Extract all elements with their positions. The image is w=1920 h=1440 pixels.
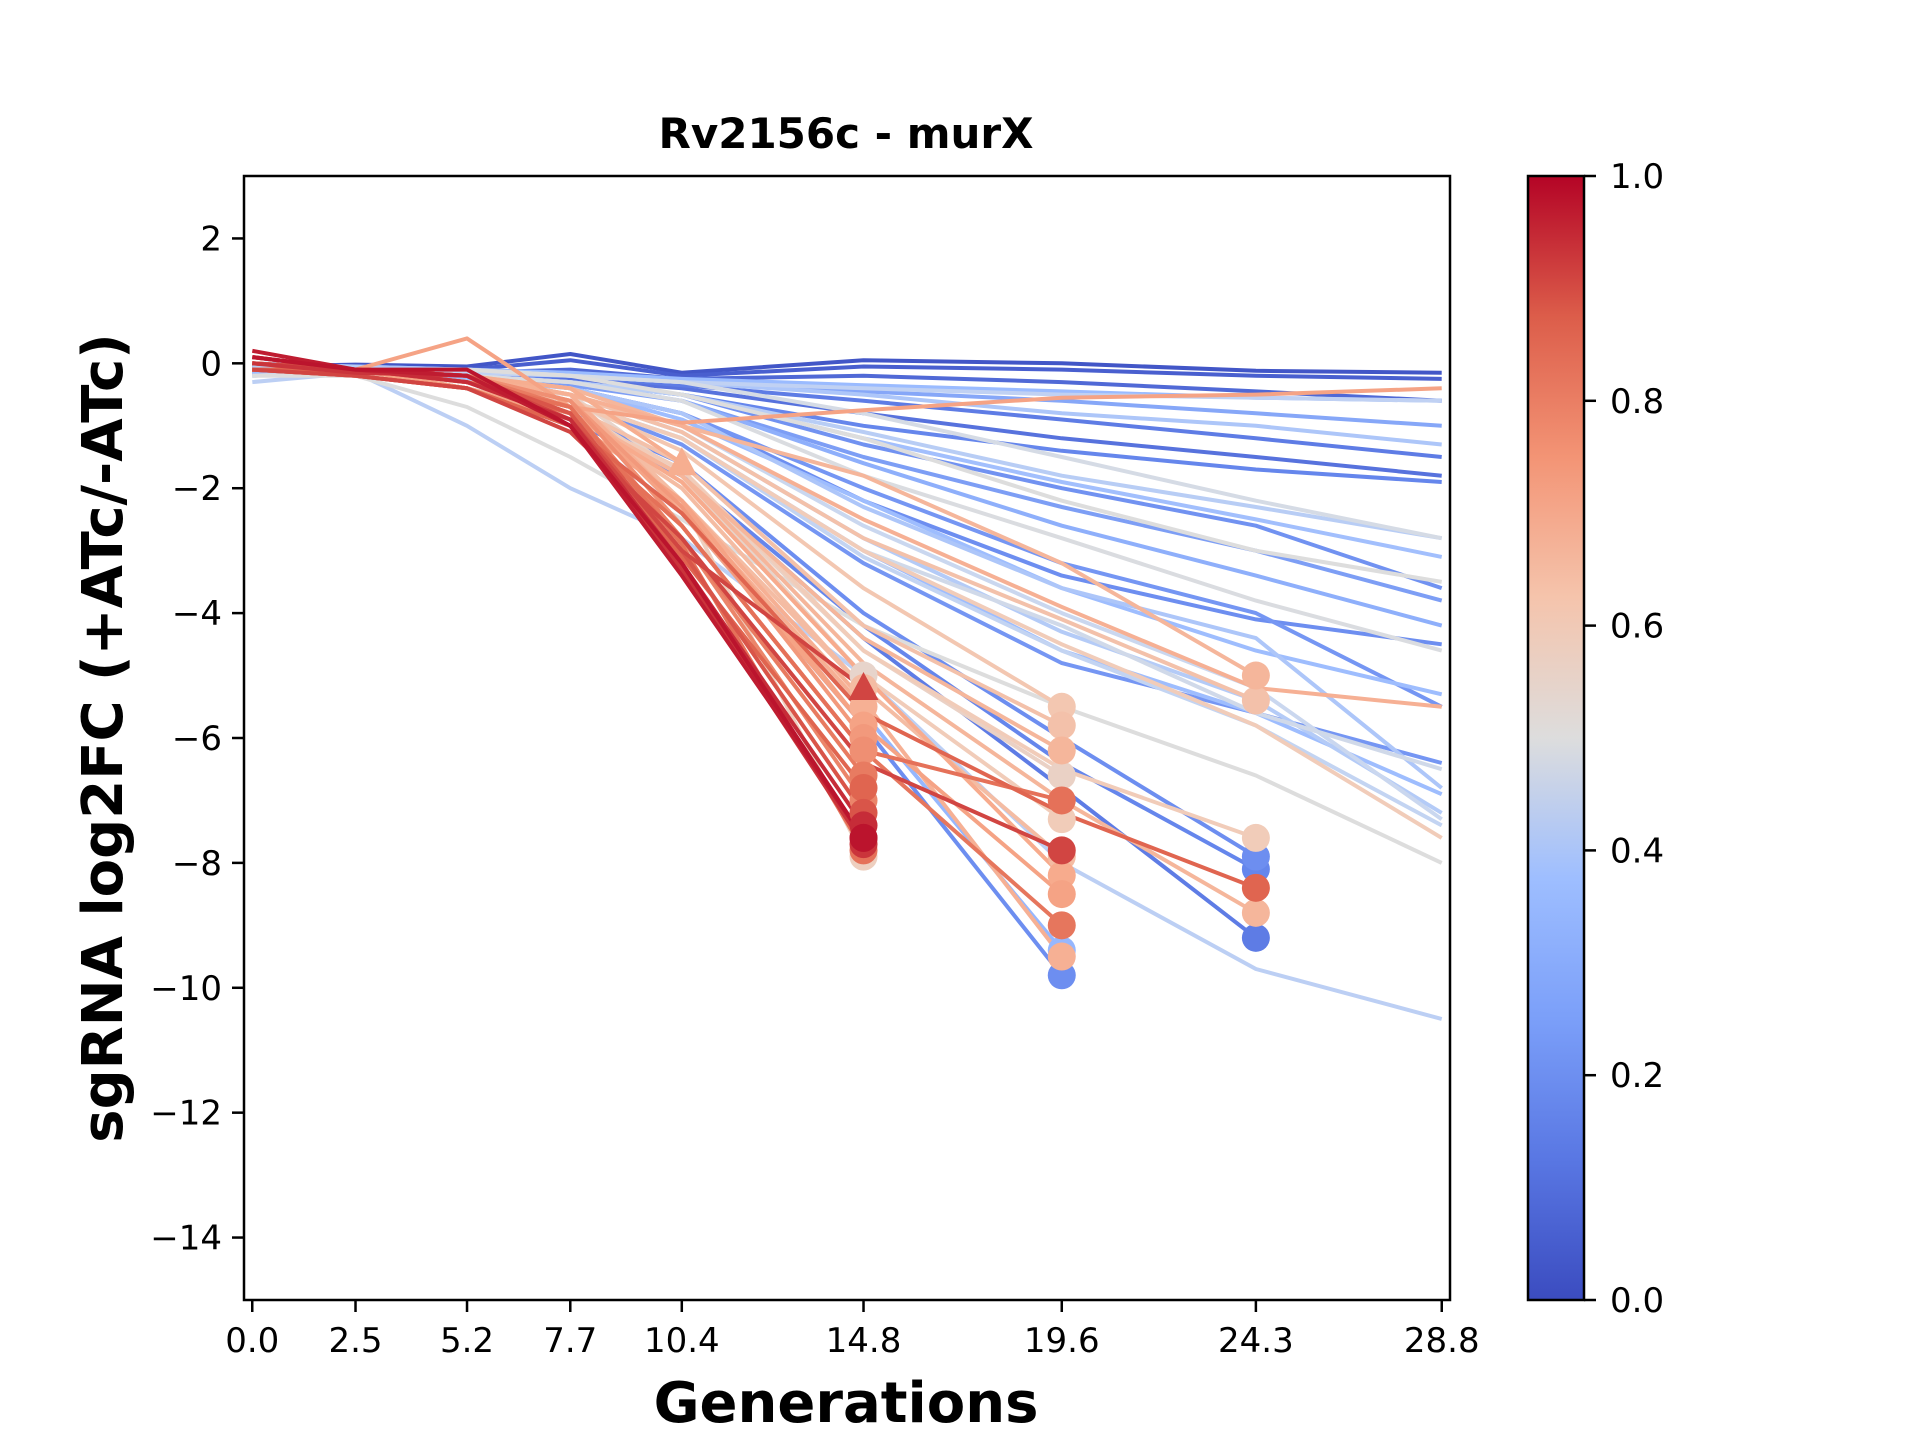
- x-tick-label: 5.2: [440, 1321, 494, 1361]
- y-tick-label: −4: [172, 594, 222, 634]
- colorbar-tick-label: 0.2: [1610, 1056, 1664, 1096]
- series-end-point: [1241, 898, 1270, 927]
- x-tick-label: 10.4: [644, 1321, 720, 1361]
- series-end-point: [1241, 923, 1270, 952]
- x-tick-label: 24.3: [1218, 1321, 1294, 1361]
- y-tick-label: 0: [200, 344, 222, 384]
- x-tick-label: 7.7: [543, 1321, 597, 1361]
- x-tick-label: 28.8: [1404, 1321, 1480, 1361]
- x-tick-label: 14.8: [826, 1321, 902, 1361]
- colorbar-tick-label: 0.4: [1610, 831, 1664, 871]
- series-line: [252, 367, 1443, 603]
- y-tick-label: −10: [150, 969, 222, 1009]
- series-end-point: [849, 823, 878, 852]
- series-end-point: [1047, 836, 1076, 865]
- series-line: [252, 367, 1443, 590]
- colorbar: [1526, 174, 1586, 1302]
- series-end-point: [1241, 823, 1270, 852]
- colorbar-tick-label: 1.0: [1610, 157, 1664, 197]
- y-axis: 2 0 −2 −4 −6 −8 −10 −12 −14: [150, 219, 244, 1259]
- series-end-triangle: [666, 447, 697, 476]
- x-axis: 0.0 2.5 5.2 7.7 10.4 14.8 19.6 24.3 28.8: [225, 1300, 1480, 1361]
- series-line: [252, 355, 866, 840]
- series-end-point: [1047, 761, 1076, 790]
- series-layer: [251, 336, 1443, 1021]
- y-axis-label: sgRNA log2FC (+ATc/-ATc): [71, 333, 136, 1143]
- series-end-point: [1047, 911, 1076, 940]
- series-end-point: [849, 736, 878, 765]
- y-tick-label: 2: [200, 219, 222, 259]
- series-line: [252, 352, 1442, 375]
- series-line: [252, 336, 1442, 425]
- series-line: [252, 367, 1064, 859]
- series-end-point: [1047, 942, 1076, 971]
- series-end-point: [1241, 661, 1270, 690]
- y-tick-label: −8: [172, 844, 222, 884]
- plot-frame: [242, 174, 1452, 1302]
- x-axis-label: Generations: [654, 1371, 1039, 1436]
- x-tick-label: 0.0: [225, 1321, 279, 1361]
- y-tick-label: −12: [150, 1094, 222, 1134]
- x-tick-label: 2.5: [328, 1321, 382, 1361]
- y-tick-label: −2: [172, 469, 222, 509]
- series-end-point: [1241, 873, 1270, 902]
- colorbar-tick-label: 0.8: [1610, 382, 1664, 422]
- colorbar-axis: 1.0 0.8 0.6 0.4 0.2 0.0: [1584, 157, 1664, 1321]
- colorbar-tick-label: 0.0: [1610, 1281, 1664, 1321]
- series-end-point: [1241, 686, 1270, 715]
- series-end-point: [1047, 711, 1076, 740]
- x-tick-label: 19.6: [1024, 1321, 1100, 1361]
- series-end-point: [1047, 736, 1076, 765]
- y-tick-label: −6: [172, 719, 222, 759]
- chart-title: Rv2156c - murX: [659, 109, 1034, 158]
- colorbar-tick-label: 0.6: [1610, 607, 1664, 647]
- series-end-point: [849, 773, 878, 802]
- series-end-triangle: [848, 672, 879, 701]
- series-end-point: [1047, 786, 1076, 815]
- y-tick-label: −14: [150, 1219, 222, 1259]
- marker-layer: [666, 447, 1270, 990]
- series-line: [252, 373, 1443, 865]
- series-end-point: [1047, 880, 1076, 909]
